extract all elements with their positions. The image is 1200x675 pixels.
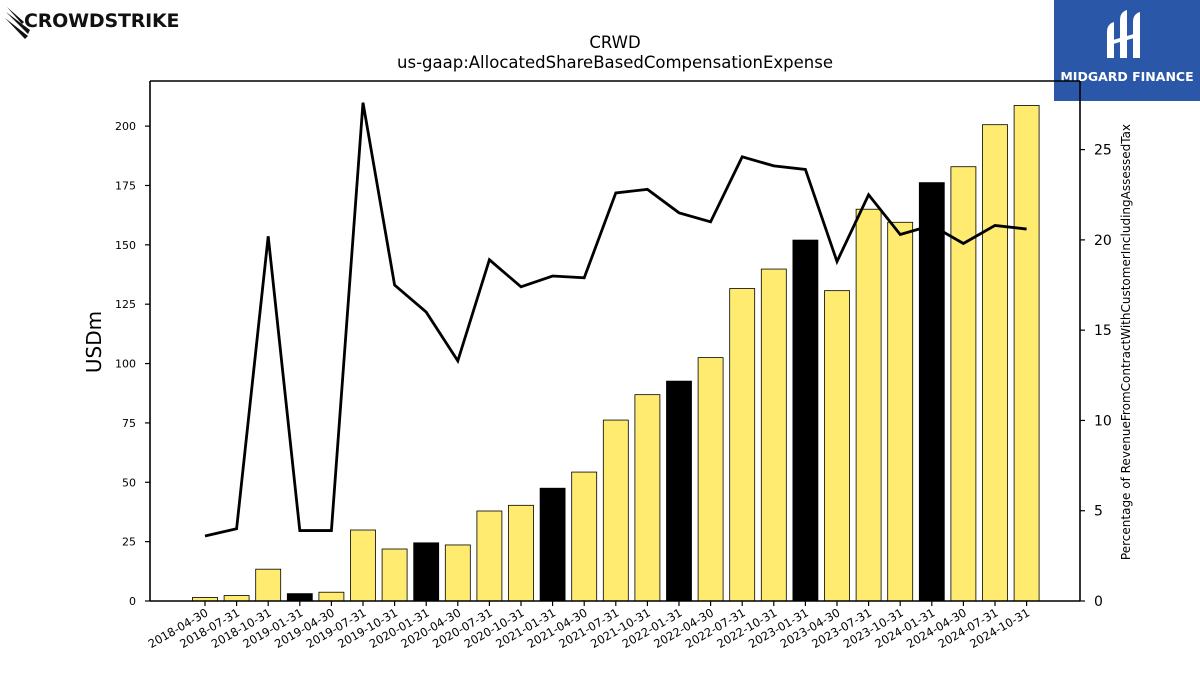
bar (539, 487, 566, 602)
y-axis-label: USDm (82, 311, 106, 373)
falcon-icon (5, 7, 30, 39)
bar (255, 568, 282, 602)
y-tick-label: 0 (129, 595, 136, 608)
y-tick-label: 175 (115, 179, 136, 192)
bar (476, 510, 503, 602)
bar (318, 591, 345, 602)
bar (950, 166, 977, 602)
midgard-finance-logo-text: MIDGARD FINANCE (1060, 69, 1194, 84)
y-tick-label: 25 (122, 536, 136, 549)
chart-title: CRWD (589, 33, 641, 52)
bar (760, 268, 787, 602)
y2-tick-label: 10 (1094, 413, 1112, 429)
bar (508, 504, 534, 602)
bar (729, 288, 756, 602)
midgard-finance-logo: MIDGARD FINANCE (1054, 0, 1200, 101)
y2-tick-label: 0 (1094, 594, 1103, 610)
bar (697, 357, 724, 602)
percentage-line (204, 102, 1027, 538)
bar (350, 529, 376, 602)
bar (223, 595, 250, 602)
midgard-emblem-icon (1107, 10, 1140, 58)
bar (444, 544, 471, 602)
bar (887, 221, 914, 602)
y-tick-label: 150 (115, 239, 136, 252)
bar (918, 182, 945, 602)
y2-axis-label: Percentage of RevenueFromContractWithCus… (1119, 124, 1133, 560)
bar (413, 542, 440, 602)
bar (634, 394, 661, 602)
y-tick-label: 50 (122, 476, 136, 489)
y2-tick-label: 25 (1094, 143, 1112, 159)
y2-tick-label: 5 (1094, 504, 1103, 520)
bar (381, 548, 408, 602)
crowdstrike-logo-text: CROWDSTRIKE (24, 10, 180, 32)
y2-tick-label: 20 (1094, 233, 1112, 249)
bar (855, 208, 882, 602)
crowdstrike-logo: CROWDSTRIKE (4, 4, 204, 40)
bar (982, 124, 1008, 602)
y2-tick-label: 15 (1094, 323, 1112, 339)
bar (666, 380, 692, 602)
bar (571, 471, 598, 602)
bar (824, 290, 850, 602)
bar (1013, 105, 1040, 602)
y-tick-label: 75 (122, 417, 136, 430)
bar (286, 593, 313, 602)
bar (602, 419, 629, 602)
chart-subtitle: us-gaap:AllocatedShareBasedCompensationE… (397, 53, 833, 72)
y-tick-label: 125 (115, 298, 136, 311)
y-tick-label: 200 (115, 120, 136, 133)
y-tick-label: 100 (115, 358, 136, 371)
bar (792, 239, 819, 602)
